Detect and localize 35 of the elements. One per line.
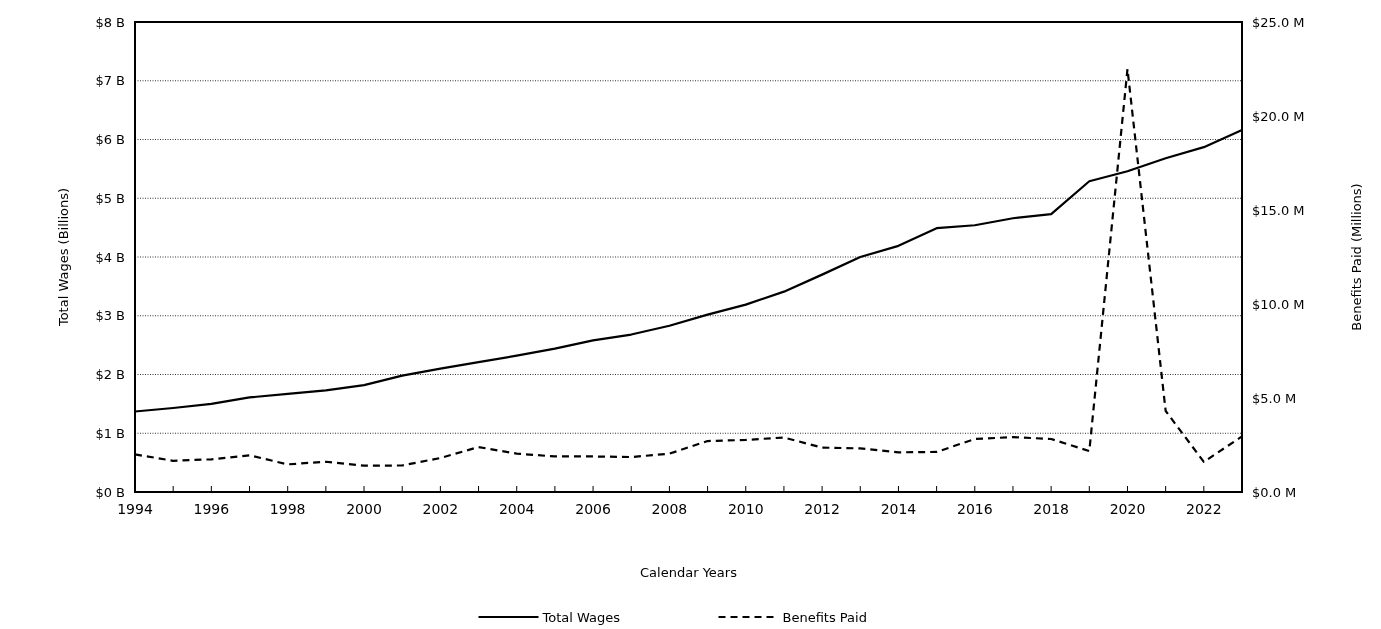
x-tick-label: 2020 xyxy=(1109,501,1146,517)
y2-tick-label: $15.0 M xyxy=(1252,202,1305,218)
y-tick-label: $7 B xyxy=(95,73,125,89)
y2-tick-label: $25.0 M xyxy=(1252,14,1305,30)
y2-tick-label: $10.0 M xyxy=(1252,296,1305,312)
x-tick-label: 1998 xyxy=(269,501,306,517)
y-tick-label: $6 B xyxy=(95,132,125,148)
y-tick-label: $4 B xyxy=(95,249,125,265)
y-tick-label: $8 B xyxy=(95,14,125,30)
y-axis-title: Total Wages (Billions) xyxy=(56,187,71,328)
y2-tick-label: $0.0 M xyxy=(1252,484,1297,500)
y-tick-label: $5 B xyxy=(95,190,125,206)
x-tick-label: 2004 xyxy=(498,501,535,517)
y-tick-label: $0 B xyxy=(95,484,125,500)
x-tick-label: 2012 xyxy=(804,501,840,517)
x-tick-label: 1996 xyxy=(193,501,230,517)
x-tick-label: 2014 xyxy=(880,501,917,517)
x-tick-label: 2018 xyxy=(1033,501,1069,517)
x-tick-label: 2016 xyxy=(956,501,993,517)
x-tick-label: 2008 xyxy=(651,501,688,517)
y-tick-label: $3 B xyxy=(95,308,125,324)
y2-tick-label: $5.0 M xyxy=(1252,390,1297,406)
x-tick-label: 1994 xyxy=(117,501,153,517)
x-tick-label: 2002 xyxy=(422,501,459,517)
x-tick-label: 2006 xyxy=(575,501,611,517)
x-tick-label: 2000 xyxy=(346,501,382,517)
y-tick-label: $2 B xyxy=(95,367,125,383)
y2-tick-label: $20.0 M xyxy=(1252,108,1305,124)
x-tick-label: 2010 xyxy=(727,501,764,517)
x-axis-title: Calendar Years xyxy=(640,565,738,580)
legend-label: Total Wages xyxy=(541,609,621,625)
y-tick-label: $1 B xyxy=(95,425,125,441)
y2-axis-title: Benefits Paid (Millions) xyxy=(1349,183,1364,331)
x-tick-label: 2022 xyxy=(1186,501,1222,517)
legend-label: Benefits Paid xyxy=(782,609,867,625)
